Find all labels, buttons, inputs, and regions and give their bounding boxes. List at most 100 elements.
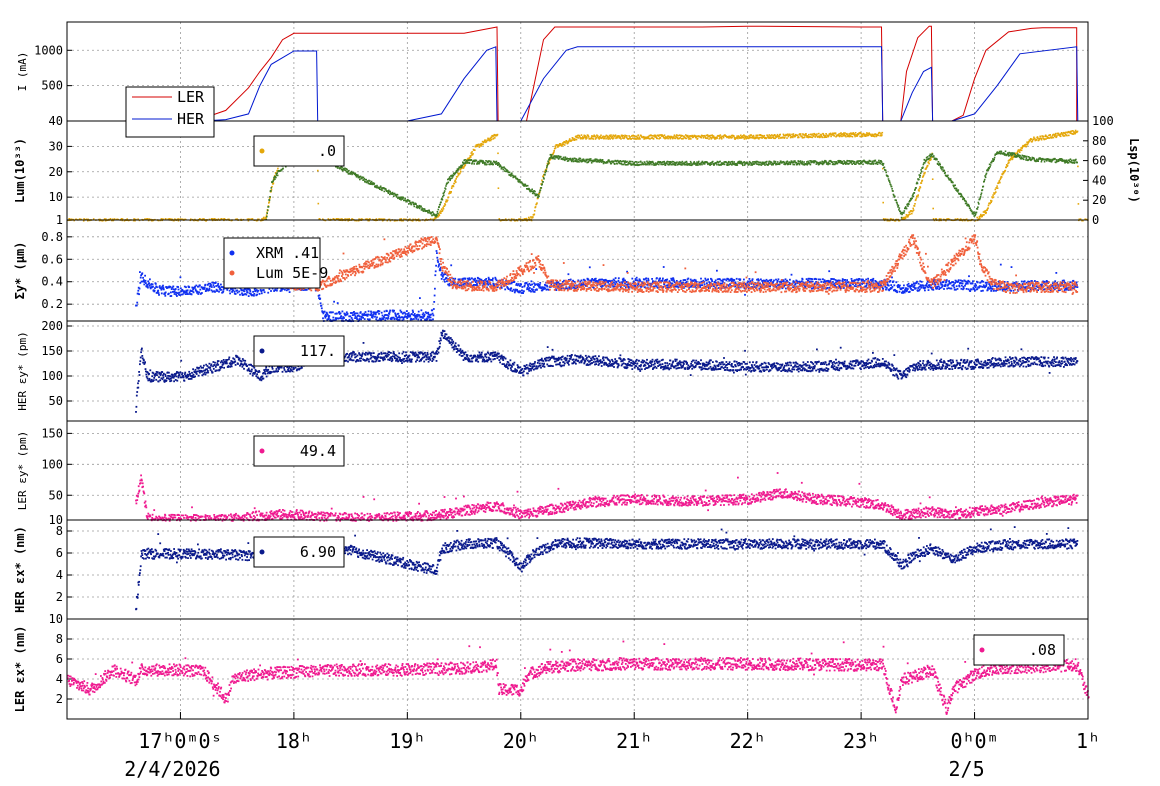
data-point	[266, 214, 268, 216]
data-point	[186, 291, 188, 293]
data-point	[983, 186, 985, 188]
data-point	[649, 161, 651, 163]
data-point	[346, 169, 348, 171]
data-point	[363, 179, 365, 181]
data-point	[455, 178, 457, 180]
data-point	[412, 310, 414, 312]
data-point	[476, 160, 478, 162]
data-point	[958, 189, 960, 191]
data-point	[724, 164, 726, 166]
data-point	[923, 164, 925, 166]
data-point	[518, 283, 520, 285]
data-point	[977, 208, 979, 210]
data-point	[404, 198, 406, 200]
data-point	[393, 195, 395, 197]
data-point	[918, 190, 920, 192]
data-point	[340, 167, 342, 169]
data-point	[472, 162, 474, 164]
data-point	[353, 311, 355, 313]
y2-axis-label: Lsp(10³⁰)	[1127, 138, 1141, 203]
data-point	[613, 137, 615, 139]
data-point	[1075, 130, 1077, 132]
data-point	[523, 290, 525, 292]
y2-tick-label: 80	[1092, 134, 1106, 148]
data-point	[1068, 135, 1070, 137]
data-point	[263, 289, 265, 291]
data-point	[1053, 137, 1055, 139]
data-point	[172, 286, 174, 288]
data-point	[1054, 134, 1056, 136]
data-point	[822, 137, 824, 139]
data-point	[706, 138, 708, 140]
data-point	[991, 200, 993, 202]
data-point	[320, 302, 322, 304]
data-point	[875, 160, 877, 162]
data-point	[163, 289, 165, 291]
data-point	[357, 175, 359, 177]
data-point	[921, 171, 923, 173]
data-point	[1065, 132, 1067, 134]
data-point	[520, 284, 522, 286]
data-point	[1019, 155, 1021, 157]
data-point	[365, 311, 367, 313]
data-point	[399, 319, 401, 321]
data-point	[602, 159, 604, 161]
data-point	[547, 164, 549, 166]
data-point	[1050, 159, 1052, 161]
data-point	[647, 164, 649, 166]
data-point	[607, 282, 609, 284]
data-point	[319, 298, 321, 300]
data-point	[504, 289, 506, 291]
data-point	[586, 137, 588, 139]
data-point	[778, 138, 780, 140]
data-point	[437, 213, 439, 215]
data-point	[975, 214, 977, 216]
data-point	[985, 212, 987, 214]
y-axis-label: Lum(10³³)	[13, 138, 27, 203]
data-point	[321, 305, 323, 307]
data-point	[437, 211, 439, 213]
data-point	[693, 161, 695, 163]
y-tick-label: 40	[49, 114, 63, 128]
data-point	[882, 132, 884, 134]
data-point	[445, 188, 447, 190]
data-point	[319, 294, 321, 296]
data-point	[447, 200, 449, 202]
data-point	[553, 152, 555, 154]
data-point	[519, 179, 521, 181]
data-point	[490, 137, 492, 139]
data-point	[920, 187, 922, 189]
data-point	[530, 284, 532, 286]
data-point	[726, 162, 728, 164]
data-point	[417, 316, 419, 318]
data-point	[336, 313, 338, 315]
data-point	[267, 292, 269, 294]
data-point	[603, 138, 605, 140]
data-point	[508, 288, 510, 290]
data-point	[340, 315, 342, 317]
data-point	[238, 291, 240, 293]
data-point	[882, 202, 884, 204]
data-point	[411, 313, 413, 315]
data-point	[378, 313, 380, 315]
data-point	[408, 312, 410, 314]
data-point	[555, 147, 557, 149]
data-point	[548, 162, 550, 164]
data-point	[651, 164, 653, 166]
data-point	[798, 161, 800, 163]
data-point	[418, 311, 420, 313]
data-point	[514, 281, 516, 283]
data-point	[788, 163, 790, 165]
data-point	[994, 157, 996, 159]
data-point	[245, 294, 247, 296]
data-point	[793, 133, 795, 135]
data-point	[396, 196, 398, 198]
data-point	[1055, 133, 1057, 135]
data-point	[668, 161, 670, 163]
data-point	[400, 199, 402, 201]
data-point	[436, 215, 438, 217]
data-point	[427, 319, 429, 321]
data-point	[915, 187, 917, 189]
data-point	[276, 172, 278, 174]
data-point	[140, 277, 142, 279]
